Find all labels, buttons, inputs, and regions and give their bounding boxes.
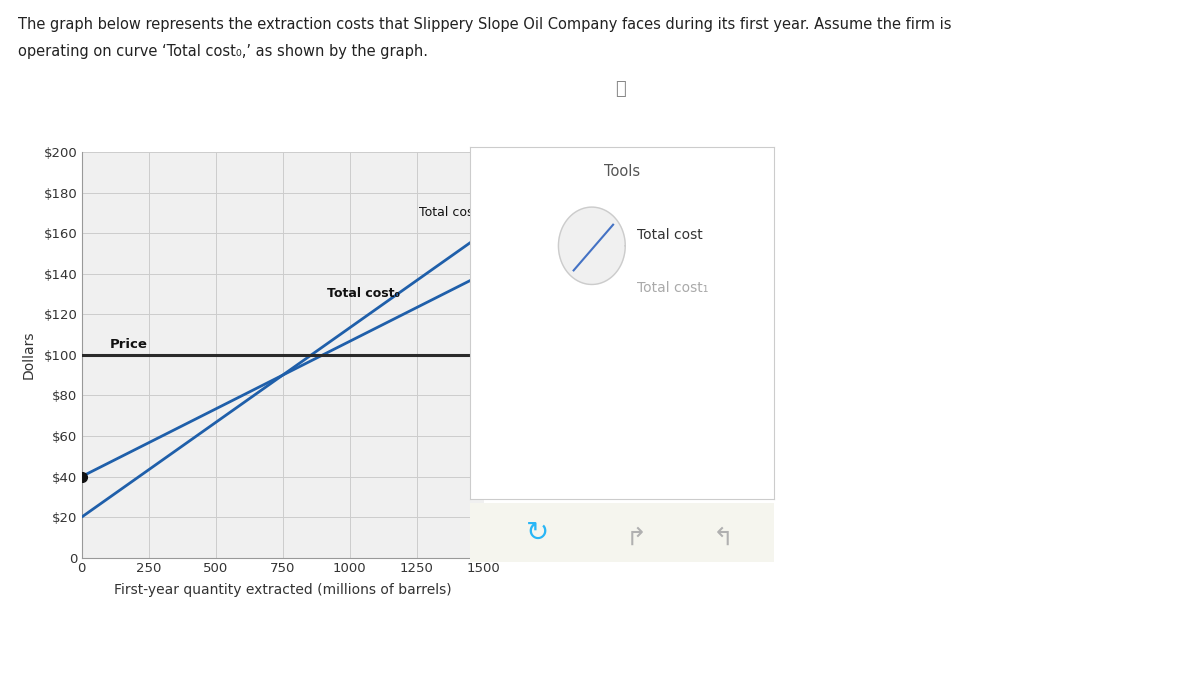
Y-axis label: Dollars: Dollars [22,331,35,379]
Text: ↳: ↳ [703,521,724,545]
Text: Total cost₁: Total cost₁ [637,281,709,295]
Text: ↻: ↻ [526,518,548,547]
Text: Total cost₀: Total cost₀ [326,287,400,300]
Text: ↲: ↲ [618,521,638,545]
Text: The graph below represents the extraction costs that Slippery Slope Oil Company : The graph below represents the extractio… [18,17,952,32]
Text: Total cost: Total cost [419,206,479,219]
Text: Price: Price [109,338,148,351]
Text: Tools: Tools [604,164,641,179]
Text: Total cost: Total cost [637,228,703,242]
Text: operating on curve ‘Total cost₀,’ as shown by the graph.: operating on curve ‘Total cost₀,’ as sho… [18,44,428,59]
Polygon shape [558,207,625,285]
Text: ⓘ: ⓘ [616,80,625,98]
X-axis label: First-year quantity extracted (millions of barrels): First-year quantity extracted (millions … [114,583,451,597]
